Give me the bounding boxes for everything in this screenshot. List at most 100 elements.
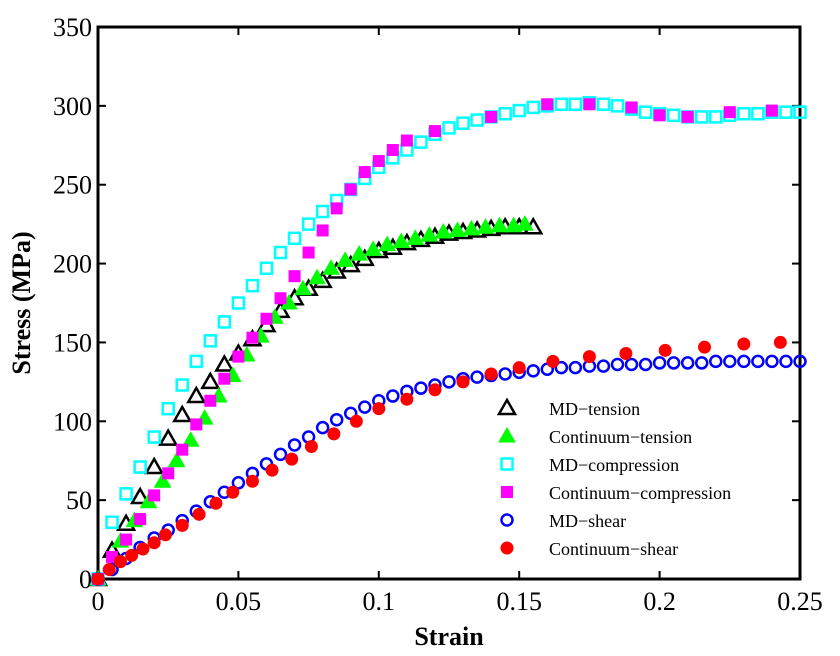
y-axis: 0 50 100 150 200 250 300 350 [53, 13, 800, 594]
y-tick-label: 300 [53, 92, 92, 121]
data-point [470, 113, 484, 127]
data-point [765, 104, 778, 117]
series-5 [91, 335, 787, 586]
data-point [330, 202, 343, 215]
x-tick-label: 0.2 [643, 587, 676, 616]
data-point [287, 438, 302, 452]
data-point [315, 204, 330, 219]
x-axis: 0 0.05 0.1 0.15 0.2 0.25 [92, 27, 823, 616]
data-point [316, 224, 329, 237]
data-point [245, 278, 260, 293]
data-point [245, 474, 259, 488]
legend-item: MD−shear [500, 511, 626, 531]
data-point [681, 110, 694, 123]
data-point [209, 496, 223, 510]
data-point [582, 350, 596, 364]
data-point [434, 223, 453, 239]
data-point [442, 121, 456, 135]
y-tick-label: 200 [53, 250, 92, 279]
data-point [484, 367, 498, 381]
data-point [428, 125, 441, 138]
y-tick-label: 0 [79, 565, 92, 594]
data-point [625, 101, 638, 114]
data-point [214, 353, 235, 372]
data-point [779, 105, 793, 119]
data-point [259, 261, 274, 276]
data-point [265, 463, 279, 477]
data-point [583, 98, 596, 111]
data-point [192, 507, 206, 521]
series-1 [89, 215, 534, 586]
data-point [515, 215, 534, 231]
data-point [658, 343, 672, 357]
legend-item: MD−tension [496, 397, 640, 419]
x-tick-label: 0.05 [216, 587, 262, 616]
data-point [175, 378, 189, 392]
data-point [372, 402, 386, 416]
data-point [765, 354, 779, 369]
data-point [400, 392, 414, 406]
data-point [144, 456, 165, 475]
data-point [190, 418, 203, 431]
data-point [773, 335, 787, 349]
legend-marker [501, 486, 513, 498]
y-axis-title: Stress (MPa) [7, 231, 36, 374]
data-point [610, 357, 625, 372]
data-point [358, 166, 371, 179]
data-point [456, 375, 470, 389]
data-point [308, 268, 326, 285]
data-point [596, 359, 611, 373]
legend-label: Continuum−tension [549, 427, 692, 447]
data-point [541, 98, 554, 111]
data-point [260, 312, 273, 325]
data-point [119, 487, 133, 501]
data-point [498, 367, 512, 381]
legend-marker [498, 426, 516, 443]
data-point [596, 97, 611, 112]
data-point [554, 360, 569, 375]
data-point [400, 134, 413, 147]
data-point [285, 452, 299, 466]
data-point [322, 259, 340, 275]
legend-label: MD−tension [549, 399, 640, 419]
data-point [751, 106, 765, 121]
data-point [167, 451, 186, 468]
data-point [133, 460, 147, 474]
x-tick-label: 0.25 [777, 587, 823, 616]
data-point [737, 354, 751, 369]
data-point [270, 300, 291, 319]
data-point [153, 472, 172, 488]
data-point [304, 440, 318, 454]
data-point [386, 144, 399, 157]
data-point [175, 518, 189, 532]
data-point [526, 364, 540, 378]
data-point [666, 108, 681, 123]
data-point [200, 371, 221, 390]
y-tick-label: 150 [53, 328, 92, 357]
data-point [793, 354, 807, 369]
data-point [737, 106, 751, 121]
data-point [709, 354, 723, 369]
data-point [680, 356, 695, 370]
data-point [723, 354, 737, 369]
legend-item: Continuum−tension [498, 426, 692, 447]
data-point [147, 536, 161, 550]
data-point [476, 218, 495, 234]
data-point [301, 217, 316, 231]
y-tick-label: 50 [66, 486, 92, 515]
data-point [512, 103, 526, 118]
legend-label: Continuum−shear [549, 539, 678, 559]
data-point [204, 394, 217, 407]
legend: MD−tension Continuum−tension MD−compressio… [496, 397, 731, 559]
data-point [113, 555, 127, 569]
data-point [102, 563, 116, 577]
data-point [568, 97, 583, 112]
data-point [358, 400, 372, 414]
data-point [610, 99, 625, 113]
data-point [181, 431, 200, 447]
data-point [329, 412, 344, 427]
x-tick-label: 0.15 [496, 587, 542, 616]
data-point [120, 533, 133, 546]
legend-item: Continuum−shear [500, 539, 678, 559]
